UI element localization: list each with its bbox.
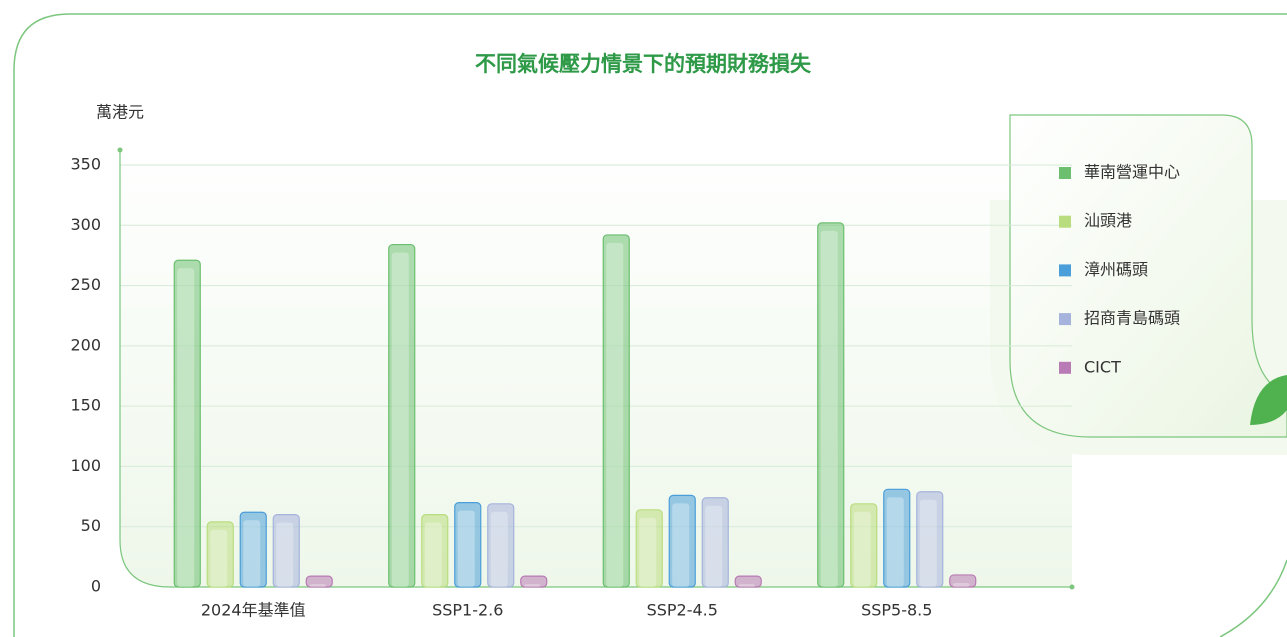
y-tick-label: 150 [70,396,101,415]
bar-highlight [177,268,195,587]
bar-highlight [391,252,409,587]
leaf-icon [1250,375,1287,425]
y-tick-label: 200 [70,335,101,354]
bar [734,575,762,588]
bar [206,521,234,588]
bar [487,503,515,588]
bar-highlight [309,584,327,587]
x-tick-label: SSP5-8.5 [861,601,932,620]
bar [635,509,663,588]
legend-label: CICT [1084,357,1121,376]
bar [173,259,201,588]
y-tick-label: 50 [81,516,101,535]
y-axis-label: 萬港元 [96,103,144,122]
legend-label: 招商青島碼頭 [1084,309,1180,328]
bar-highlight [424,522,442,587]
legend-swatch [1059,361,1071,374]
bar [388,243,416,588]
bar-highlight [705,505,723,587]
bar-highlight [672,503,690,587]
bar [454,502,482,588]
legend-label: 華南營運中心 [1084,163,1180,182]
bar-highlight [457,510,475,587]
bar-highlight [738,584,756,587]
legend-label: 汕頭港 [1084,211,1132,230]
y-tick-label: 250 [70,275,101,294]
chart-title: 不同氣候壓力情景下的預期財務損失 [475,52,812,76]
bar-highlight [952,582,970,587]
bar [916,491,944,588]
bar [701,497,729,588]
bar-highlight [853,511,871,587]
legend-swatch [1059,167,1071,179]
bar-highlight [606,242,624,587]
x-tick-label: SSP1-2.6 [432,601,503,620]
bar [817,222,845,588]
bar [668,494,696,588]
bar [239,511,267,588]
bar [272,514,300,588]
bar [305,575,333,588]
bar-highlight [243,520,261,587]
bar-highlight [490,511,508,587]
legend-swatch [1059,215,1071,228]
y-tick-label: 0 [91,577,101,596]
bar [850,503,878,588]
bar-highlight [919,499,937,587]
x-tick-label: 2024年基準值 [201,601,306,620]
bar-highlight [523,584,541,587]
y-tick-label: 300 [70,215,101,234]
bar [883,488,911,588]
x-axis [119,539,1072,588]
y-tick-label: 350 [70,155,101,174]
bar-highlight [639,517,657,587]
bar [421,514,449,588]
legend-label: 漳州碼頭 [1084,260,1148,279]
legend-swatch [1059,264,1071,277]
bar-highlight [886,497,904,587]
legend-swatch [1059,313,1071,326]
bar [520,575,548,588]
axis-dot [1069,584,1075,590]
x-tick-label: SSP2-4.5 [647,601,718,620]
bar [949,574,977,588]
y-tick-label: 100 [70,456,101,475]
bar-highlight [276,522,294,587]
bar-highlight [210,529,228,587]
frame [13,13,1287,637]
bar-highlight [820,230,838,588]
bar [602,234,630,588]
axis-dot [117,147,123,153]
